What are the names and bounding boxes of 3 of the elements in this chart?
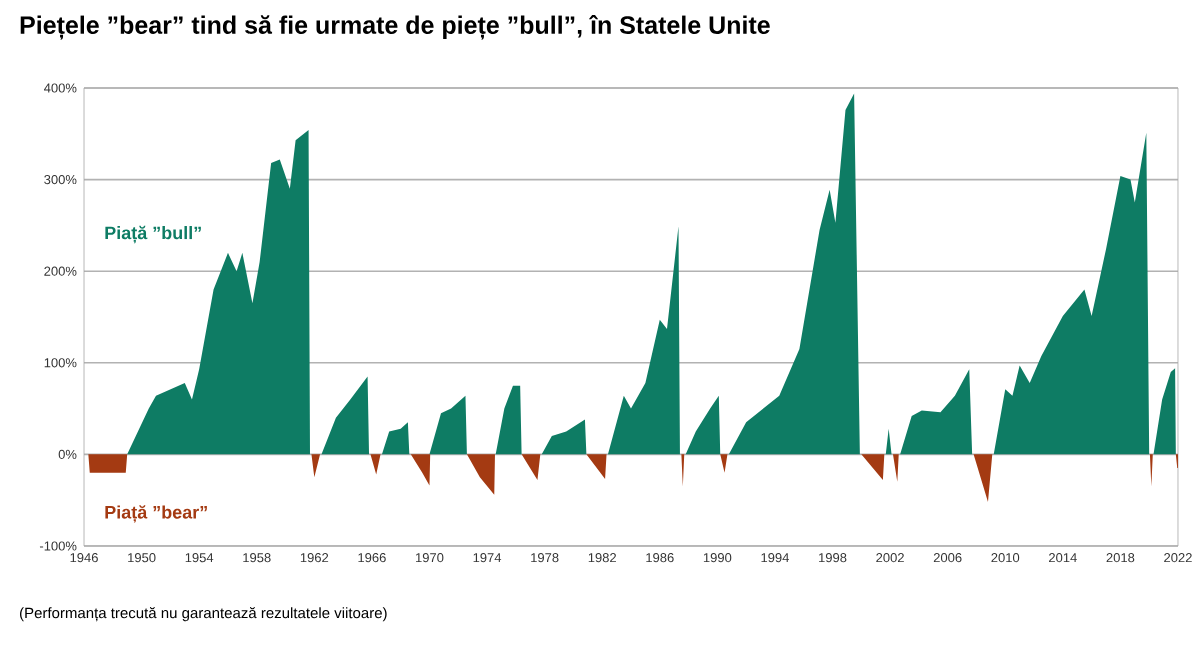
series-label: Piață ”bear” [105, 505, 207, 523]
chart-title: Piețele ”bear” tind să fie urmate de piețe ”bull”, în Statele Unite [20, 15, 770, 40]
series-label: Piață ”bull” [105, 225, 201, 244]
